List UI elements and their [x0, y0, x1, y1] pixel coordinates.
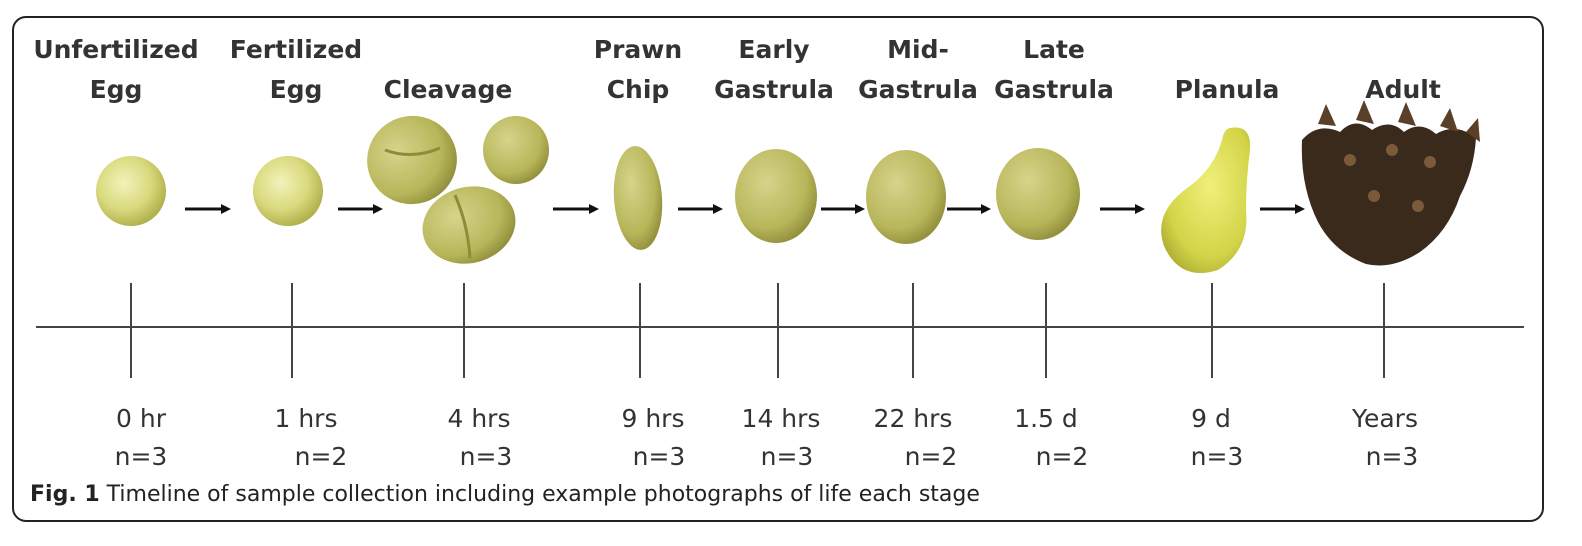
adult-coral-image [1301, 100, 1480, 266]
time-label-22hrs: 22 hrs n=2 [873, 404, 958, 471]
planula-image [1161, 127, 1251, 273]
fertilized-egg-image [253, 156, 323, 226]
time-label-0hr: 0 hr n=3 [114, 404, 168, 471]
stage-label-planula: Planula [1174, 75, 1280, 104]
figure-frame [12, 16, 1544, 522]
time-label-years: Years n=3 [1352, 404, 1419, 471]
stage-label-cleavage: Cleavage [383, 75, 513, 104]
stage-label-late-gastrula: Late Gastrula [994, 35, 1114, 104]
time-label-9d: 9 d n=3 [1190, 404, 1244, 471]
stage-label-adult: Adult [1365, 75, 1441, 104]
early-gastrula-image [735, 149, 817, 243]
time-label-1-5d: 1.5 d n=2 [1014, 404, 1089, 471]
stage-label-unfertilized-egg: Unfertilized Egg [33, 35, 199, 104]
late-gastrula-image [996, 148, 1080, 240]
figure-number: Fig. 1 [30, 482, 100, 507]
time-label-14hrs: 14 hrs n=3 [741, 404, 821, 471]
time-label-4hrs: 4 hrs n=3 [447, 404, 513, 471]
mid-gastrula-image [866, 150, 946, 244]
prawn-chip-image [613, 146, 663, 250]
stage-label-fertilized-egg: Fertilized Egg [229, 35, 363, 104]
time-label-9hrs: 9 hrs n=3 [621, 404, 686, 471]
figure-caption: Fig. 1 Timeline of sample collection inc… [30, 482, 980, 507]
stage-label-prawn-chip: Prawn Chip [593, 35, 683, 104]
stage-label-early-gastrula: Early Gastrula [714, 35, 834, 104]
unfertilized-egg-image [96, 156, 166, 226]
timeline-ticks [130, 283, 1385, 378]
cleavage-image [367, 115, 549, 264]
caption-text: Timeline of sample collection including … [99, 482, 980, 507]
time-label-1hrs: 1 hrs n=2 [274, 404, 348, 471]
stage-label-mid-gastrula: Mid- Gastrula [858, 35, 978, 104]
